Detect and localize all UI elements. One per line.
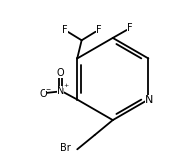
Text: F: F: [96, 24, 101, 35]
Text: N: N: [57, 86, 64, 96]
Text: +: +: [63, 83, 68, 88]
Text: O: O: [57, 68, 64, 78]
Text: F: F: [62, 24, 68, 35]
Text: F: F: [127, 23, 132, 33]
Text: O: O: [39, 89, 47, 99]
Text: N: N: [145, 95, 153, 105]
Text: −: −: [45, 86, 51, 91]
Text: Br: Br: [61, 143, 71, 153]
